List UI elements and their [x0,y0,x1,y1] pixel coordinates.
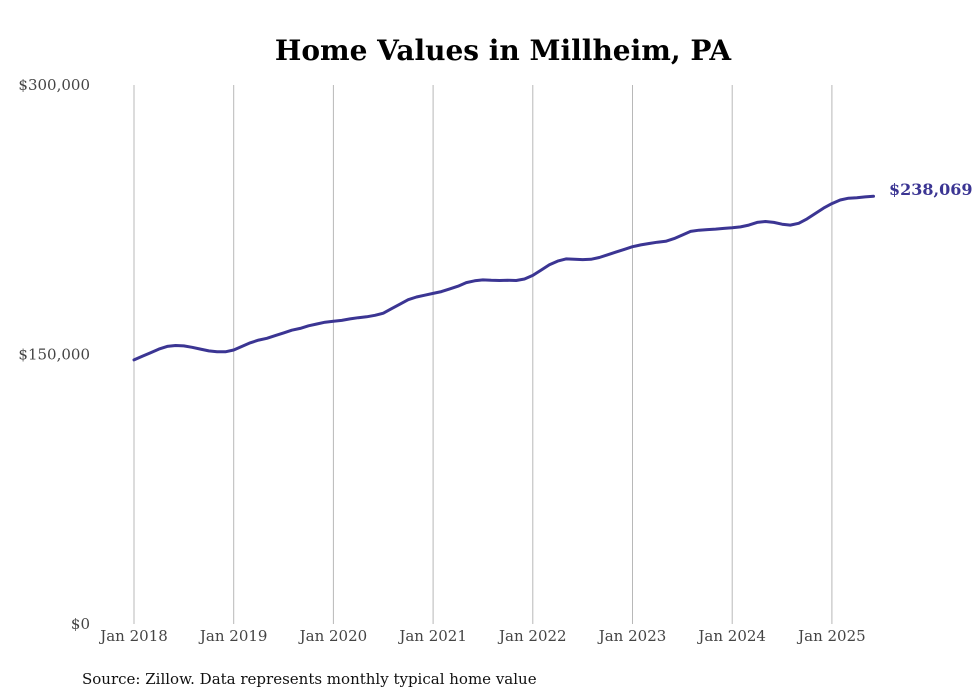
chart-title: Home Values in Millheim, PA [275,34,733,67]
latest-value-label: $238,069 [889,180,973,199]
x-tick-label: Jan 2023 [597,627,667,645]
x-tick-label: Jan 2022 [497,627,567,645]
y-tick-label: $300,000 [18,76,90,94]
x-tick-label: Jan 2018 [98,627,168,645]
x-tick-label: Jan 2019 [198,627,268,645]
y-tick-label: $150,000 [18,346,90,364]
y-tick-label: $0 [71,615,90,633]
gridlines [133,85,833,624]
y-axis-ticks: $0 $150,000 $300,000 [18,76,90,633]
x-tick-label: Jan 2024 [696,627,766,645]
source-note: Source: Zillow. Data represents monthly … [82,670,537,688]
x-axis-ticks: Jan 2018 Jan 2019 Jan 2020 Jan 2021 Jan 2022… [98,627,865,645]
x-tick-label: Jan 2025 [796,627,866,645]
home-value-line [132,194,875,362]
x-tick-label: Jan 2021 [397,627,467,645]
x-tick-label: Jan 2020 [298,627,368,645]
